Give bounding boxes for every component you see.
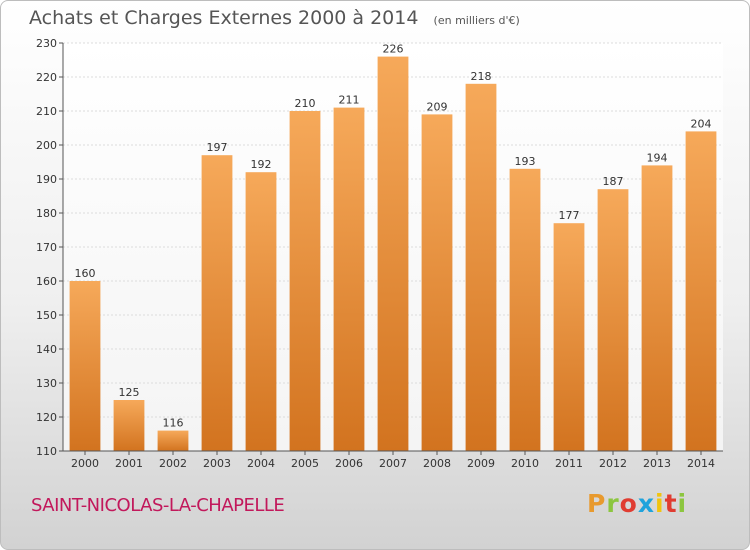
logo-letter: i	[655, 489, 665, 518]
logo-letter: P	[587, 489, 607, 518]
x-tick-label: 2010	[511, 457, 539, 470]
bar-value-label: 116	[163, 417, 184, 430]
bar-2001	[113, 400, 145, 451]
commune-name: SAINT-NICOLAS-LA-CHAPELLE	[31, 495, 285, 516]
y-tick-label: 230	[36, 37, 57, 50]
x-tick-label: 2007	[379, 457, 407, 470]
bar-2003	[201, 155, 233, 451]
bar-value-label: 218	[471, 70, 492, 83]
bar-2008	[421, 114, 453, 452]
x-tick-label: 2009	[467, 457, 495, 470]
bar-value-label: 125	[119, 386, 140, 399]
x-tick-label: 2013	[643, 457, 671, 470]
axes: 110 120 130 140 150 160 170 180 190 200 210 220 230 2…	[36, 37, 723, 470]
y-tick-label: 180	[36, 207, 57, 220]
logo-letter: x	[637, 489, 655, 518]
x-tick-label: 2003	[203, 457, 231, 470]
bar-2000	[69, 281, 101, 451]
bar-value-label: 160	[75, 267, 96, 280]
y-tick-label: 220	[36, 71, 57, 84]
chart-header: Achats et Charges Externes 2000 à 2014 (…	[29, 7, 520, 29]
bar-value-label: 193	[515, 155, 536, 168]
bar-2013	[641, 165, 673, 451]
bar-value-label: 177	[559, 209, 580, 222]
bar-value-label: 210	[295, 97, 316, 110]
bar-value-label: 194	[647, 151, 668, 164]
x-tick-label: 2014	[687, 457, 715, 470]
x-tick-label: 2001	[115, 457, 143, 470]
bar-2009	[465, 83, 497, 452]
bar-2014	[685, 131, 717, 451]
x-tick-label: 2002	[159, 457, 187, 470]
bar-2005	[289, 111, 321, 451]
proxiti-logo: Proxiti	[587, 489, 687, 518]
x-tick-label: 2005	[291, 457, 319, 470]
bar-2012	[597, 189, 629, 451]
x-tick-label: 2011	[555, 457, 583, 470]
y-tick-label: 150	[36, 309, 57, 322]
y-tick-label: 200	[36, 139, 57, 152]
logo-letter: o	[619, 489, 638, 518]
bar-2004	[245, 172, 277, 451]
y-tick-label: 160	[36, 275, 57, 288]
bar-value-label: 197	[207, 141, 228, 154]
bar-2007	[377, 56, 409, 451]
y-tick-label: 130	[36, 377, 57, 390]
chart-title: Achats et Charges Externes 2000 à 2014	[29, 7, 419, 29]
bar-value-label: 226	[383, 43, 404, 56]
bar-2006	[333, 107, 365, 451]
y-tick-label: 190	[36, 173, 57, 186]
bar-value-label: 209	[427, 100, 448, 113]
bar-value-label: 211	[339, 94, 360, 107]
x-tick-label: 2006	[335, 457, 363, 470]
y-tick-label: 120	[36, 411, 57, 424]
y-tick-label: 170	[36, 241, 57, 254]
logo-letter: r	[606, 489, 620, 518]
bar-2011	[553, 223, 585, 451]
bar-value-label: 204	[691, 117, 712, 130]
bar-2010	[509, 168, 541, 452]
y-tick-label: 140	[36, 343, 57, 356]
y-tick-label: 210	[36, 105, 57, 118]
logo-letter: i	[677, 489, 688, 518]
y-tick-label: 110	[36, 445, 57, 458]
x-tick-label: 2000	[71, 457, 99, 470]
x-tick-label: 2012	[599, 457, 627, 470]
logo-letter: t	[664, 489, 678, 518]
x-tick-label: 2004	[247, 457, 275, 470]
bar-2002	[157, 430, 189, 451]
chart-unit: (en milliers d'€)	[433, 14, 520, 27]
bar-value-label: 192	[251, 158, 272, 171]
x-tick-label: 2008	[423, 457, 451, 470]
bars: 160 125 116 197 192 210 211 226 209 218 193 177 187 1…	[69, 43, 717, 452]
bar-value-label: 187	[603, 175, 624, 188]
